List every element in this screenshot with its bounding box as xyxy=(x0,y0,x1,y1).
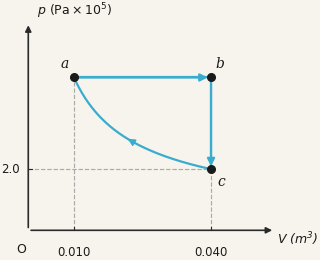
Text: $V\ \mathregular{(m^3)}$: $V\ \mathregular{(m^3)}$ xyxy=(277,231,319,248)
Text: 0.040: 0.040 xyxy=(194,246,228,259)
Text: a: a xyxy=(60,57,68,71)
Text: b: b xyxy=(216,57,225,71)
Text: $p\ \mathregular{(Pa \times 10^5)}$: $p\ \mathregular{(Pa \times 10^5)}$ xyxy=(37,1,113,21)
Text: 2.0: 2.0 xyxy=(1,163,20,176)
Text: 0.010: 0.010 xyxy=(57,246,91,259)
Text: c: c xyxy=(218,175,226,189)
Text: O: O xyxy=(17,243,26,256)
